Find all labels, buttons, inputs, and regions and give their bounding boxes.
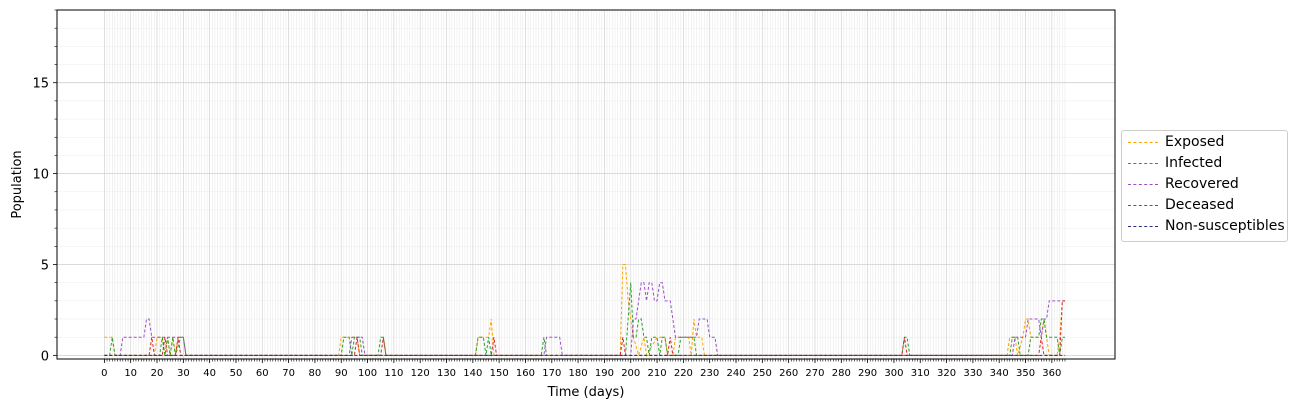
legend-swatch [1128, 226, 1158, 227]
legend-item-non-susceptibles: Non-susceptibles [1122, 216, 1287, 237]
x-tick-label: 210 [648, 368, 667, 379]
legend-label: Infected [1165, 155, 1223, 171]
y-axis-label: Population [10, 150, 25, 218]
x-tick-label: 230 [700, 368, 719, 379]
x-tick-label: 80 [309, 368, 322, 379]
x-tick-label: 270 [805, 368, 824, 379]
series-line-deceased [104, 300, 1065, 356]
x-tick-label: 50 [230, 368, 243, 379]
x-tick-label: 60 [256, 368, 269, 379]
y-tick-label: 15 [32, 77, 49, 92]
x-tick-label: 30 [177, 368, 190, 379]
x-tick-label: 240 [726, 368, 745, 379]
legend-label: Recovered [1165, 176, 1239, 192]
x-tick-label: 180 [569, 368, 588, 379]
x-tick-label: 140 [463, 368, 482, 379]
x-tick-label: 310 [911, 368, 930, 379]
x-tick-label: 130 [437, 368, 456, 379]
x-tick-label: 170 [542, 368, 561, 379]
legend-label: Non-susceptibles [1165, 218, 1285, 234]
x-tick-label: 300 [884, 368, 903, 379]
series-lines [104, 263, 1065, 358]
x-tick-label: 200 [621, 368, 640, 379]
series-line-exposed [104, 263, 1065, 358]
y-tick-label: 5 [41, 258, 49, 273]
legend-label: Exposed [1165, 134, 1225, 150]
legend-swatch [1128, 142, 1158, 143]
x-tick-label: 350 [1016, 368, 1035, 379]
x-tick-label: 100 [358, 368, 377, 379]
x-tick-label: 330 [963, 368, 982, 379]
x-tick-label: 280 [832, 368, 851, 379]
x-tick-label: 90 [335, 368, 348, 379]
x-tick-label: 260 [779, 368, 798, 379]
y-tick-label: 10 [32, 168, 49, 183]
x-tick-label: 220 [674, 368, 693, 379]
x-tick-label: 110 [384, 368, 403, 379]
x-axis-label: Time (days) [547, 385, 625, 400]
legend-item-deceased: Deceased [1122, 195, 1287, 216]
y-axis: 0 5 10 15 [32, 9, 57, 364]
x-tick-label: 190 [595, 368, 614, 379]
legend-swatch [1128, 205, 1158, 206]
x-tick-label: 120 [411, 368, 430, 379]
x-axis: 0 10 20 30 40 50 60 70 80 90 100 110 120 130 140 150 160… [101, 359, 1066, 379]
x-tick-label: 0 [101, 368, 107, 379]
x-tick-label: 340 [990, 368, 1009, 379]
minor-grid [57, 9, 1115, 359]
legend: Exposed Infected Recovered Deceased Non-susc… [1121, 130, 1288, 242]
legend-swatch [1128, 163, 1158, 164]
legend-label: Deceased [1165, 197, 1235, 213]
x-tick-label: 20 [151, 368, 164, 379]
x-tick-label: 160 [516, 368, 535, 379]
x-tick-label: 40 [203, 368, 216, 379]
x-tick-label: 290 [858, 368, 877, 379]
x-tick-label: 70 [282, 368, 295, 379]
legend-item-infected: Infected [1122, 153, 1287, 174]
legend-swatch [1128, 184, 1158, 185]
x-tick-label: 360 [1042, 368, 1061, 379]
x-tick-label: 250 [753, 368, 772, 379]
major-grid [57, 10, 1115, 359]
x-tick-label: 150 [490, 368, 509, 379]
y-tick-label: 0 [41, 349, 49, 364]
x-tick-label: 10 [124, 368, 137, 379]
legend-item-recovered: Recovered [1122, 174, 1287, 195]
legend-item-exposed: Exposed [1122, 132, 1287, 153]
x-tick-label: 320 [937, 368, 956, 379]
